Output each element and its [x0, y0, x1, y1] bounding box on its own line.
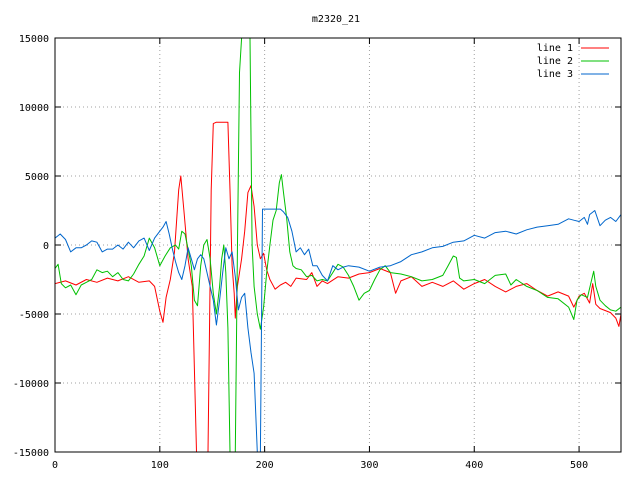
legend-label-1: line 1: [537, 43, 573, 54]
y-tick-label: -10000: [13, 379, 49, 390]
y-tick-label: -15000: [13, 448, 49, 459]
x-tick-label: 500: [570, 460, 588, 471]
y-tick-label: 15000: [19, 34, 49, 45]
y-tick-label: -5000: [19, 310, 49, 321]
axis-ticks: 0 100 200 300 400 500 -15000 -10000 -5000 0 5000 10…: [13, 34, 621, 471]
y-tick-label: 0: [43, 241, 49, 252]
series-line-1: [55, 121, 621, 452]
x-tick-label: 200: [256, 460, 274, 471]
series-line-3: [55, 208, 621, 452]
x-tick-label: 100: [151, 460, 169, 471]
series-line-2: [55, 38, 621, 452]
y-tick-label: 5000: [25, 172, 49, 183]
series-layer: [55, 38, 621, 452]
y-tick-label: 10000: [19, 103, 49, 114]
legend: line 1 line 2 line 3: [537, 43, 609, 80]
chart-title: m2320_21: [312, 14, 360, 25]
x-tick-label: 300: [360, 460, 378, 471]
legend-label-2: line 2: [537, 56, 573, 67]
legend-label-3: line 3: [537, 69, 573, 80]
x-tick-label: 400: [465, 460, 483, 471]
grid: [55, 38, 621, 452]
x-tick-label: 0: [52, 460, 58, 471]
